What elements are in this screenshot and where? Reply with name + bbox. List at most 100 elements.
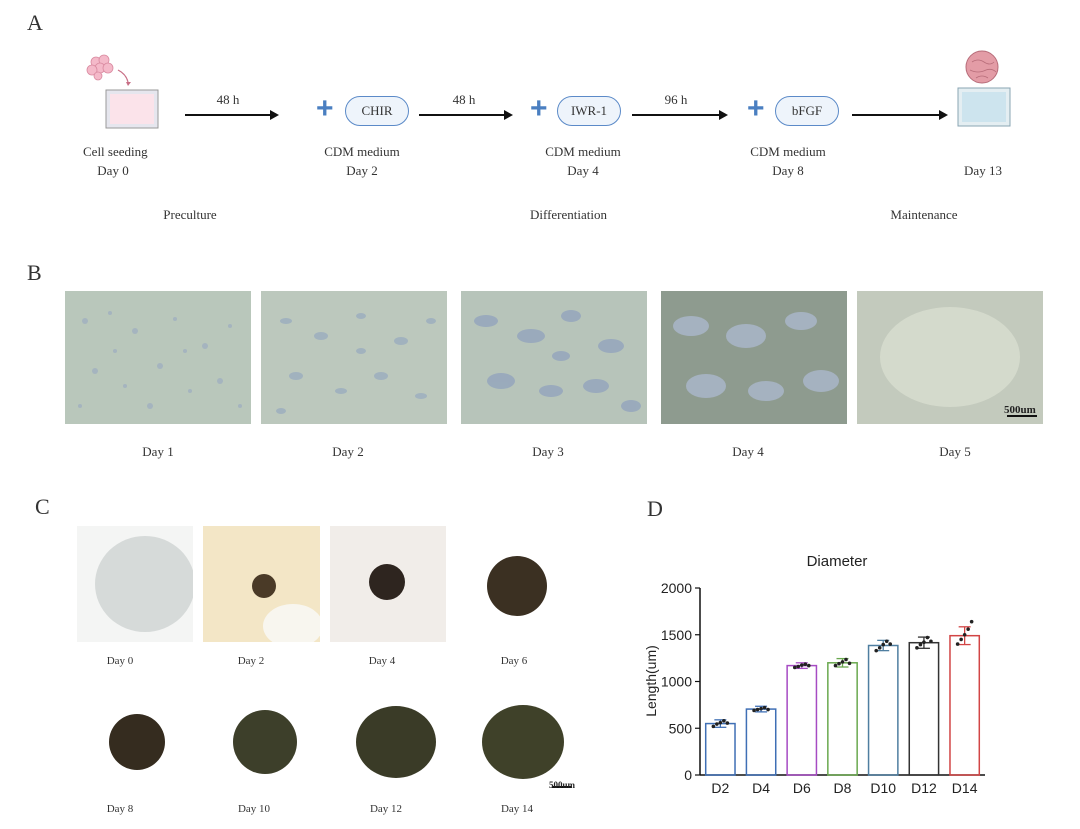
panel-c-day6-label: Day 6 xyxy=(500,655,528,667)
sphere-day4-image xyxy=(330,526,446,642)
data-point xyxy=(881,642,886,647)
interval-2-label: 48 h xyxy=(452,92,476,107)
panel-b-day5-label: Day 5 xyxy=(939,444,971,459)
panel-c-day4-label: Day 4 xyxy=(368,655,396,667)
micrograph-day1 xyxy=(65,291,251,424)
x-tick-label: D14 xyxy=(952,780,978,796)
step-bfgf-line1: CDM medium xyxy=(750,144,826,159)
x-tick-label: D10 xyxy=(870,780,896,796)
y-tick-label: 1500 xyxy=(661,627,692,643)
arrow-1 xyxy=(185,110,279,120)
chart-bars xyxy=(704,619,981,776)
data-point xyxy=(715,722,719,726)
data-point xyxy=(844,657,848,662)
step-seeding-line1: Cell seeding xyxy=(83,144,148,159)
bar-D2 xyxy=(704,722,736,776)
reagent-chir-pill: CHIR xyxy=(345,96,409,126)
phase-preculture: Preculture xyxy=(163,206,217,222)
panel-b-letter: B xyxy=(27,260,42,285)
panel-b-scale-bar-label: 500um xyxy=(1004,404,1036,416)
data-point xyxy=(796,664,801,669)
sphere-day6-image xyxy=(456,526,572,642)
data-point xyxy=(833,663,838,668)
diameter-bar-chart: Diameter Length(um) 0 500 1000 1500 2000 D2 D4… xyxy=(643,553,985,796)
sphere-day10-image xyxy=(203,695,319,795)
x-tick-label: D12 xyxy=(911,780,937,796)
step-chir-line1: CDM medium xyxy=(324,144,400,159)
panel-b-day1-label: Day 1 xyxy=(142,444,174,459)
plus-icon-chir: + xyxy=(316,92,334,125)
well-plate-seeding-icon xyxy=(86,54,159,129)
data-point xyxy=(847,661,852,666)
y-tick-label: 2000 xyxy=(661,580,692,596)
data-point xyxy=(929,639,933,644)
data-point xyxy=(806,663,811,668)
panel-c-day14-label: Day 14 xyxy=(500,803,534,815)
panel-c-scale-bar-label: 500um xyxy=(549,780,576,790)
y-tick-label: 1000 xyxy=(661,674,692,690)
data-point xyxy=(915,646,919,650)
panel-d-letter: D xyxy=(647,496,663,521)
reagent-bfgf-pill: bFGF xyxy=(775,96,839,126)
data-point xyxy=(925,635,930,640)
organoid-plate-icon xyxy=(957,50,1011,127)
y-tick-label: 0 xyxy=(684,767,692,783)
x-tick-label: D4 xyxy=(752,780,770,796)
data-point xyxy=(969,619,974,624)
data-point xyxy=(755,707,760,712)
data-point xyxy=(718,720,723,725)
panel-a-letter: A xyxy=(27,10,43,35)
x-tick-label: D2 xyxy=(711,780,729,796)
y-tick-label: 500 xyxy=(669,720,693,736)
step-chir-line2: Day 2 xyxy=(346,163,378,178)
panel-b-day3-label: Day 3 xyxy=(532,444,564,459)
data-point xyxy=(759,706,763,711)
sphere-day0-image xyxy=(77,526,193,642)
data-point xyxy=(966,627,970,631)
phase-maintenance: Maintenance xyxy=(890,206,958,222)
data-point xyxy=(918,642,923,647)
panel-c-letter: C xyxy=(35,494,50,519)
phase-differentiation: Differentiation xyxy=(529,206,607,222)
micrograph-day2 xyxy=(261,291,447,424)
data-point xyxy=(799,663,804,667)
plus-icon-bfgf: + xyxy=(747,92,765,125)
data-point xyxy=(877,646,882,650)
bar-D8 xyxy=(827,662,858,776)
bar-D6 xyxy=(786,664,818,776)
data-point xyxy=(962,632,967,637)
plus-icon-iwr: + xyxy=(530,92,548,125)
data-point xyxy=(722,718,726,723)
reagent-iwr-pill: IWR-1 xyxy=(557,96,621,126)
data-point xyxy=(884,639,889,644)
bar-D4 xyxy=(745,708,777,776)
interval-3-label: 96 h xyxy=(664,92,688,107)
data-point xyxy=(725,721,730,725)
panel-b-day4-label: Day 4 xyxy=(732,444,764,459)
arrow-3 xyxy=(632,110,728,120)
step-end-line2: Day 13 xyxy=(964,163,1002,178)
data-point xyxy=(803,662,808,667)
chart-title: Diameter xyxy=(807,553,868,570)
data-point xyxy=(792,665,797,670)
bar-D14 xyxy=(949,634,981,776)
step-bfgf-line2: Day 8 xyxy=(772,163,804,178)
step-iwr-line1: CDM medium xyxy=(545,144,621,159)
data-point xyxy=(837,661,841,666)
data-point xyxy=(959,637,963,642)
data-point xyxy=(840,660,845,664)
micrograph-day5 xyxy=(857,291,1043,424)
micrograph-day3 xyxy=(461,291,647,424)
panel-c-day0-label: Day 0 xyxy=(106,655,134,667)
chart-axes: 0 500 1000 1500 2000 D2 D4 D6 D8 D10 D12 D14 xyxy=(661,580,985,796)
arrow-2 xyxy=(419,110,513,120)
panel-c-day12-label: Day 12 xyxy=(369,803,403,815)
sphere-day12-image xyxy=(330,695,446,795)
data-point xyxy=(766,707,770,712)
data-point xyxy=(711,724,716,729)
bar-D10 xyxy=(867,644,899,776)
data-point xyxy=(874,648,879,653)
sphere-day2-image xyxy=(203,526,320,642)
data-point xyxy=(888,642,893,646)
panel-b-day2-label: Day 2 xyxy=(332,444,364,459)
